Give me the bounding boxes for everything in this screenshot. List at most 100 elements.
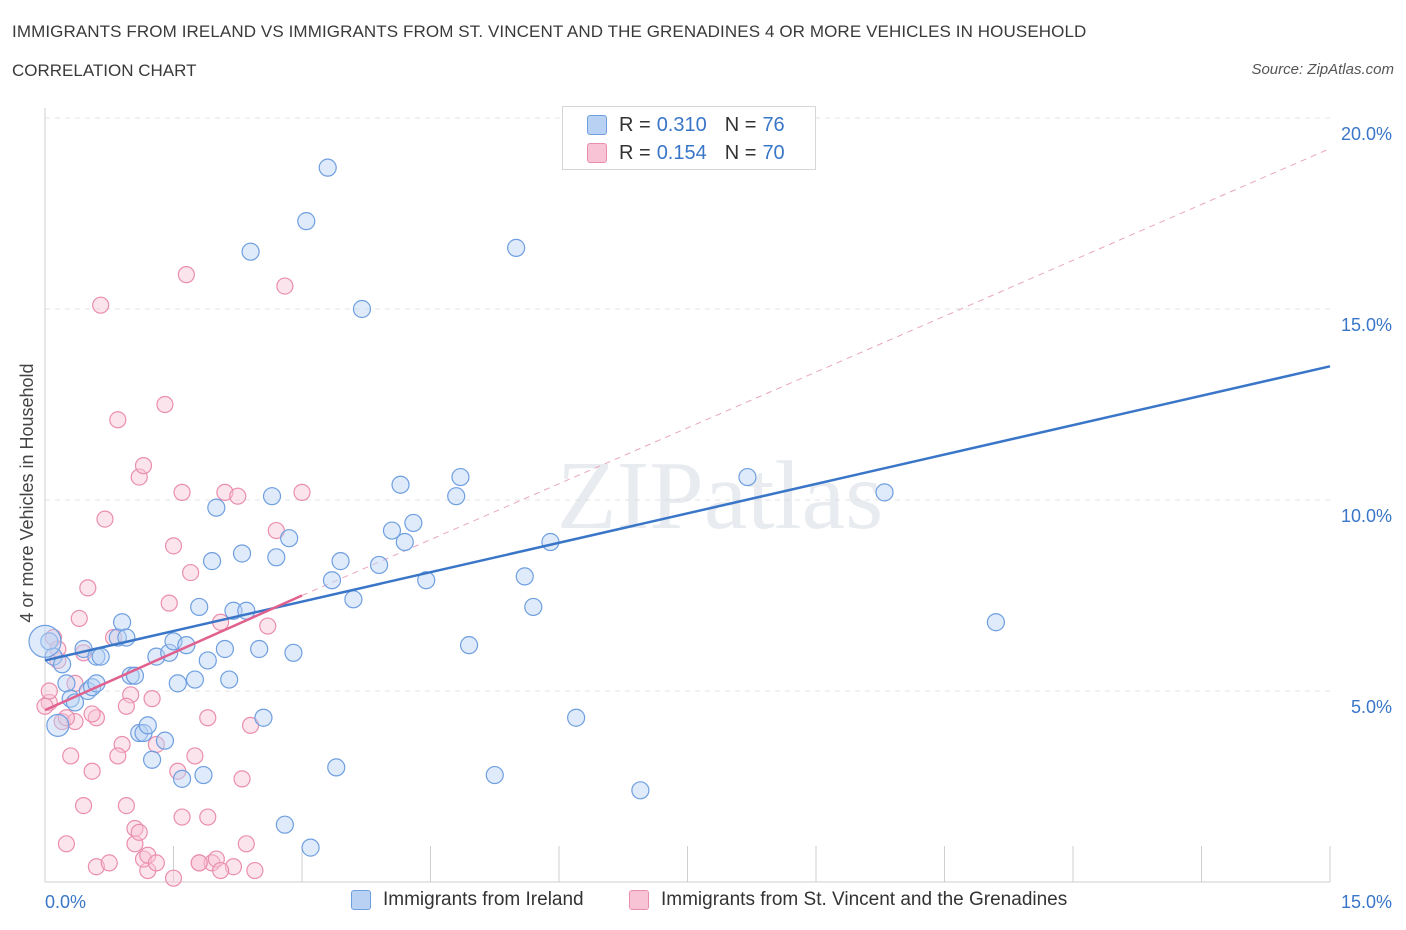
x-tick-label: 15.0% [1341,892,1392,912]
point-stvincent [70,609,88,628]
point-stvincent [143,690,161,708]
point-stvincent [109,747,127,765]
point-stvincent [87,858,106,876]
point-ireland [417,571,436,590]
point-ireland [301,838,320,857]
tick-labels: 5.0% 10.0% 15.0% 20.0% 0.0% 15.0% [45,124,1392,912]
point-stvincent [177,266,195,284]
legend-r-value: 0.154 [656,141,707,164]
bottom-legend-label: Immigrants from Ireland [383,889,584,910]
point-ireland [46,713,70,737]
point-stvincent [212,861,230,880]
point-stvincent [40,682,58,700]
point-stvincent [229,487,247,505]
point-ireland [404,513,423,533]
bottom-legend-swatch-blue [351,890,371,910]
y-tick-label: 15.0% [1341,315,1392,335]
point-stvincent [109,411,127,429]
point-ireland [185,670,205,689]
point-stvincent [173,808,191,826]
point-ireland [138,716,157,735]
point-ireland [275,815,294,834]
point-stvincent [164,869,183,887]
legend-swatch-blue [587,115,607,135]
point-ireland [155,731,175,750]
legend-row-ireland: R = 0.310 N = 76 [587,114,785,136]
point-stvincent [66,712,84,731]
y-axis-label: 4 or more Vehicles in Household [17,363,37,622]
point-stvincent [173,483,191,501]
point-ireland [194,765,213,785]
chart-subtitle: CORRELATION CHART [12,61,197,80]
legend-r-label: R = [619,141,651,164]
point-ireland [262,487,282,506]
point-stvincent [74,796,93,815]
point-ireland [202,552,222,571]
point-stvincent [79,579,97,597]
point-stvincent [182,563,200,582]
point-stvincent [160,594,178,612]
point-ireland [250,639,269,659]
point-stvincent [62,747,80,765]
point-stvincent [186,747,204,765]
point-stvincent [224,858,243,876]
correlation-legend: R = 0.310 N = 76 R = 0.154 N = 70 [562,106,816,170]
point-stvincent [134,457,153,475]
point-ireland [280,529,299,548]
point-stvincent [117,796,135,815]
point-ireland [207,498,226,517]
point-stvincent [293,483,311,501]
point-stvincent [199,709,217,727]
bottom-legend-label: Immigrants from St. Vincent and the Gren… [661,889,1068,910]
legend-n-value: 76 [762,113,785,136]
point-stvincent [100,854,118,872]
bottom-legend-stvincent: Immigrants from St. Vincent and the Gren… [629,889,1067,911]
y-tick-label: 10.0% [1341,506,1392,526]
point-stvincent [156,395,174,414]
point-stvincent [190,854,208,872]
legend-n-label: N = [724,113,757,136]
point-stvincent [117,697,135,715]
point-ireland [370,555,389,575]
point-ireland [395,532,414,552]
point-ireland [142,750,162,769]
source-label: Source: ZipAtlas.com [1251,61,1394,78]
point-stvincent [164,537,183,555]
point-ireland [297,212,316,231]
point-stvincent [83,705,101,723]
point-ireland [567,708,586,727]
point-ireland [631,781,650,800]
point-ireland [168,674,187,693]
point-ireland [515,567,534,586]
point-ireland [524,597,543,617]
point-ireland [28,624,62,658]
point-stvincent [259,617,277,635]
legend-row-stvincent: R = 0.154 N = 70 [587,142,785,164]
point-stvincent [92,296,110,314]
point-stvincent [246,861,264,880]
point-ireland [254,708,273,727]
y-tick-label: 20.0% [1341,124,1392,144]
point-ireland [738,467,757,487]
point-stvincent [216,483,234,501]
point-ireland [447,487,466,506]
legend-r-label: R = [619,113,651,136]
point-stvincent [233,770,251,788]
point-ireland [459,636,479,655]
trend-line-ireland [44,365,1331,662]
point-ireland [318,158,337,177]
point-ireland [224,601,243,620]
point-ireland [215,639,234,659]
legend-swatch-pink [587,143,607,163]
point-stvincent [276,277,294,295]
bottom-legend-swatch-pink [629,890,649,910]
point-ireland [57,674,76,693]
point-ireland [391,475,410,494]
point-ireland [485,765,504,785]
chart-title: IMMIGRANTS FROM IRELAND VS IMMIGRANTS FR… [12,22,1087,41]
point-stvincent [199,808,217,826]
point-ireland [507,238,526,257]
point-stvincent [83,762,101,780]
point-ireland [986,613,1006,632]
point-stvincent [130,823,148,841]
